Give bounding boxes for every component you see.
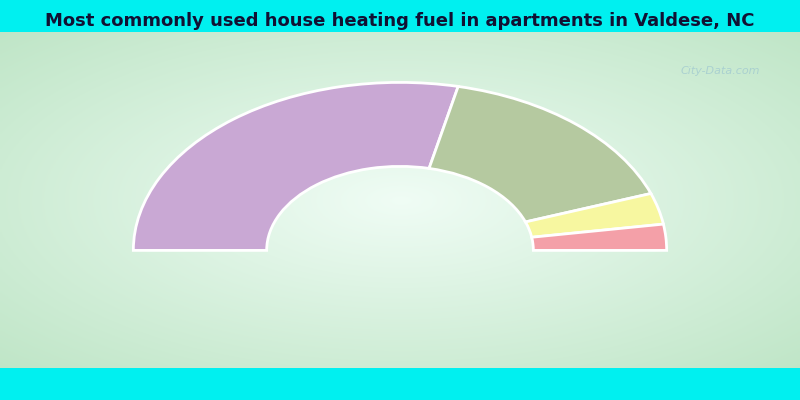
Wedge shape <box>526 194 663 237</box>
Text: Most commonly used house heating fuel in apartments in Valdese, NC: Most commonly used house heating fuel in… <box>46 12 754 30</box>
Wedge shape <box>134 82 458 250</box>
Text: City-Data.com: City-Data.com <box>681 66 760 76</box>
Wedge shape <box>532 224 666 250</box>
Wedge shape <box>429 86 651 222</box>
